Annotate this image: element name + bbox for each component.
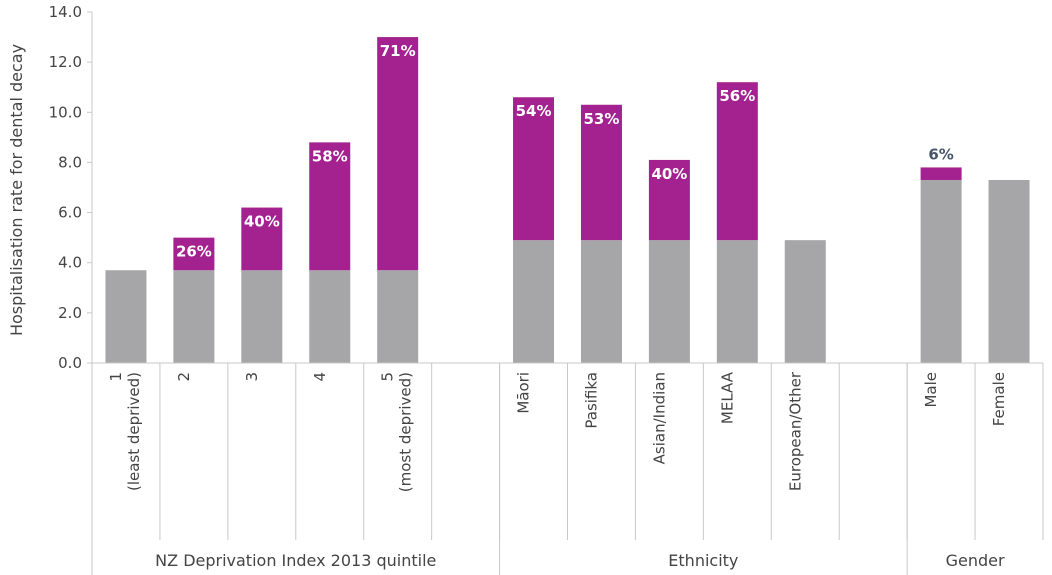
bar-excess — [309, 142, 351, 271]
bar-excess — [241, 207, 283, 271]
y-axis-title: Hospitalisation rate for dental decay — [7, 44, 26, 336]
bar-base — [988, 179, 1030, 363]
y-tick-label: 6.0 — [58, 204, 82, 222]
y-tick-label: 14.0 — [49, 3, 82, 21]
y-tick-label: 4.0 — [58, 254, 82, 272]
y-tick-label: 10.0 — [49, 103, 82, 121]
data-label: 58% — [312, 147, 348, 165]
category-label: 2 — [175, 372, 193, 382]
category-labels: 1 (least deprived) 2 3 4 5 (most deprived) Māor… — [107, 371, 1008, 492]
group-label: Ethnicity — [668, 551, 738, 570]
data-label: 40% — [651, 165, 687, 183]
bar-excess — [920, 167, 962, 180]
category-label: 3 — [243, 372, 261, 382]
y-tick-label: 8.0 — [58, 153, 82, 171]
bar-excess — [173, 237, 215, 271]
bar-excess — [648, 159, 690, 241]
bar-base — [377, 270, 419, 363]
data-label: 54% — [516, 102, 552, 120]
bar-base — [241, 270, 283, 363]
bar-excess — [716, 82, 758, 241]
category-label: MELAA — [718, 371, 736, 424]
category-label: Female — [990, 372, 1008, 426]
category-label: Māori — [515, 372, 533, 414]
data-label: 53% — [584, 110, 620, 128]
y-tick-label: 2.0 — [58, 304, 82, 322]
y-axis-ticks: 0.0 2.0 4.0 6.0 8.0 10.0 12.0 14.0 — [49, 3, 92, 372]
bar-base — [580, 240, 622, 363]
bar-base — [105, 270, 147, 363]
y-axis-title-group: Hospitalisation rate for dental decay — [7, 44, 26, 336]
bar-base — [648, 240, 690, 363]
data-label: 40% — [244, 213, 280, 231]
category-label: European/Other — [786, 371, 804, 491]
category-label: 1 — [107, 372, 125, 382]
category-sublabel: (most deprived) — [397, 372, 415, 492]
category-label: Pasifika — [582, 372, 600, 429]
bars: 26% 40% 58% 71% 54% 53% 40% 56% 6% — [105, 37, 1030, 363]
y-tick-label: 0.0 — [58, 354, 82, 372]
category-label: 5 — [379, 372, 397, 382]
group-label: NZ Deprivation Index 2013 quintile — [155, 551, 436, 570]
bar-base — [716, 240, 758, 363]
axes — [91, 12, 1044, 575]
data-label: 26% — [176, 243, 212, 261]
bar-excess — [580, 104, 622, 241]
bar-base — [513, 240, 555, 363]
bar-base — [173, 270, 215, 363]
bar-excess — [377, 37, 419, 271]
category-label: Asian/Indian — [650, 372, 668, 464]
category-sublabel: (least deprived) — [125, 372, 143, 491]
data-label: 71% — [380, 42, 416, 60]
data-label: 56% — [719, 87, 755, 105]
group-label: Gender — [946, 551, 1005, 570]
bar-base — [920, 179, 962, 363]
group-labels: NZ Deprivation Index 2013 quintile Ethnic… — [155, 551, 1005, 570]
bar-excess — [513, 97, 555, 241]
category-label: Male — [922, 372, 940, 408]
bar-base — [309, 270, 351, 363]
data-label: 6% — [928, 145, 953, 163]
bar-base — [784, 240, 826, 363]
y-tick-label: 12.0 — [49, 53, 82, 71]
category-label: 4 — [311, 372, 329, 382]
